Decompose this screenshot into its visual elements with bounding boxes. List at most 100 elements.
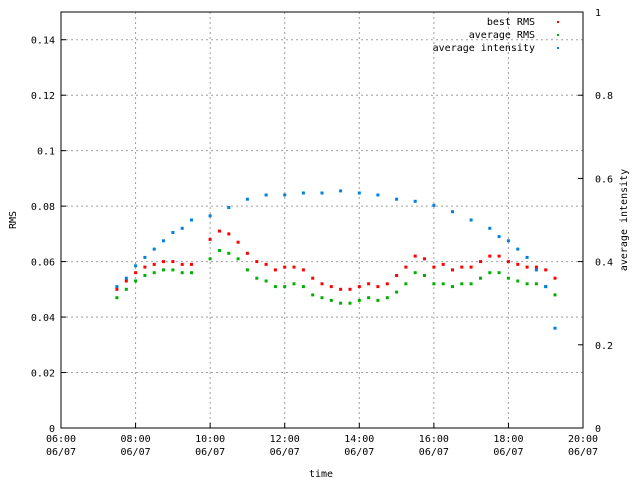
x-tick-date-label: 06/07 — [568, 447, 598, 458]
y2-axis-label: average intensity — [619, 169, 630, 271]
x-tick-label: 08:00 — [121, 434, 151, 445]
average-rms-point — [320, 296, 324, 300]
average-rms-point — [339, 301, 343, 305]
best-rms-point — [311, 276, 315, 280]
average-rms-point — [451, 285, 454, 289]
average-rms-point — [488, 271, 492, 275]
intensity-point — [497, 235, 501, 239]
intensity-point — [171, 231, 175, 234]
intensity-point — [152, 247, 156, 251]
best-rms-point — [488, 254, 492, 258]
best-rms-point — [376, 285, 380, 289]
best-rms-point — [236, 240, 240, 244]
x-tick-date-label: 06/07 — [195, 447, 225, 458]
y-tick-label: 0.04 — [31, 313, 55, 324]
average-rms-point — [423, 274, 426, 277]
best-rms-point — [171, 260, 175, 264]
best-rms-point — [115, 287, 119, 291]
intensity-point — [534, 268, 538, 272]
best-rms-point — [432, 265, 436, 269]
average-rms-point — [432, 282, 436, 286]
x-tick-date-label: 06/07 — [419, 447, 449, 458]
best-rms-point — [190, 262, 193, 266]
intensity-point — [469, 218, 473, 222]
average-rms-point — [404, 282, 408, 286]
best-rms-point — [208, 237, 212, 241]
best-rms-point — [479, 260, 482, 264]
best-rms-point — [544, 268, 548, 272]
average-rms-point — [301, 285, 305, 289]
x-tick-label: 10:00 — [195, 434, 225, 445]
intensity-point — [451, 210, 454, 214]
intensity-point — [180, 226, 184, 230]
x-tick-date-label: 06/07 — [270, 447, 300, 458]
legend: best RMS average RMS average intensity — [433, 17, 559, 54]
best-rms-point — [404, 265, 408, 269]
average-rms-point — [497, 271, 501, 275]
intensity-point — [432, 203, 436, 207]
best-rms-point — [395, 274, 399, 277]
best-rms-point — [292, 265, 296, 269]
best-rms-point — [385, 282, 389, 286]
average-rms-point — [218, 249, 221, 252]
data-points — [115, 189, 557, 330]
average-rms-point — [115, 296, 119, 300]
intensity-point — [488, 226, 492, 230]
legend-swatch-best — [557, 21, 559, 23]
y2-tick-label: 0.2 — [595, 341, 613, 352]
intensity-point — [301, 191, 305, 195]
intensity-point — [245, 197, 249, 201]
average-rms-point — [227, 251, 231, 255]
best-rms-point — [506, 260, 510, 264]
best-rms-point — [441, 262, 445, 266]
x-tick-label: 16:00 — [419, 434, 449, 445]
best-rms-point — [339, 287, 343, 291]
x-tick-date-label: 06/07 — [121, 447, 151, 458]
average-rms-point — [413, 271, 417, 275]
y2-tick-label: 0.4 — [595, 258, 613, 269]
intensity-point — [227, 206, 231, 209]
intensity-point — [320, 191, 324, 195]
average-rms-point — [124, 287, 128, 291]
intensity-point — [553, 326, 557, 330]
best-rms-point — [329, 285, 333, 289]
intensity-point — [264, 193, 268, 197]
x-tick-label: 18:00 — [493, 434, 523, 445]
axes: 0 0.02 0.04 0.06 0.08 0.1 0.12 0.14 0 0.2 0.4 0.6 0.… — [31, 8, 613, 458]
intensity-point — [544, 285, 548, 289]
average-rms-point — [292, 282, 296, 286]
best-rms-point — [264, 262, 268, 266]
intensity-point — [525, 255, 529, 259]
average-rms-point — [143, 274, 147, 277]
y2-tick-label: 0.8 — [595, 91, 613, 102]
x-tick-label: 14:00 — [344, 434, 374, 445]
y-tick-label: 0.12 — [31, 91, 55, 102]
average-rms-point — [171, 268, 175, 272]
average-rms-point — [208, 257, 212, 261]
average-rms-point — [506, 276, 510, 280]
average-rms-point — [479, 276, 482, 280]
average-rms-point — [245, 268, 249, 272]
average-rms-point — [553, 293, 557, 297]
average-rms-point — [134, 279, 138, 283]
average-rms-point — [357, 298, 361, 302]
intensity-point — [134, 264, 138, 268]
y2-tick-label: 0 — [595, 424, 601, 435]
y-tick-label: 0.14 — [31, 36, 55, 47]
average-rms-point — [348, 301, 352, 305]
intensity-point — [115, 285, 119, 289]
average-rms-point — [376, 298, 380, 302]
average-rms-point — [395, 290, 399, 294]
intensity-point — [339, 189, 343, 193]
best-rms-point — [162, 260, 165, 264]
average-rms-point — [273, 285, 277, 289]
intensity-point — [395, 197, 399, 201]
y2-tick-label: 1 — [595, 8, 601, 19]
y-tick-label: 0.1 — [37, 147, 55, 158]
legend-label-intensity: average intensity — [433, 43, 535, 54]
best-rms-point — [301, 268, 305, 272]
best-rms-point — [180, 262, 184, 266]
intensity-point — [506, 239, 510, 243]
best-rms-point — [413, 254, 417, 258]
